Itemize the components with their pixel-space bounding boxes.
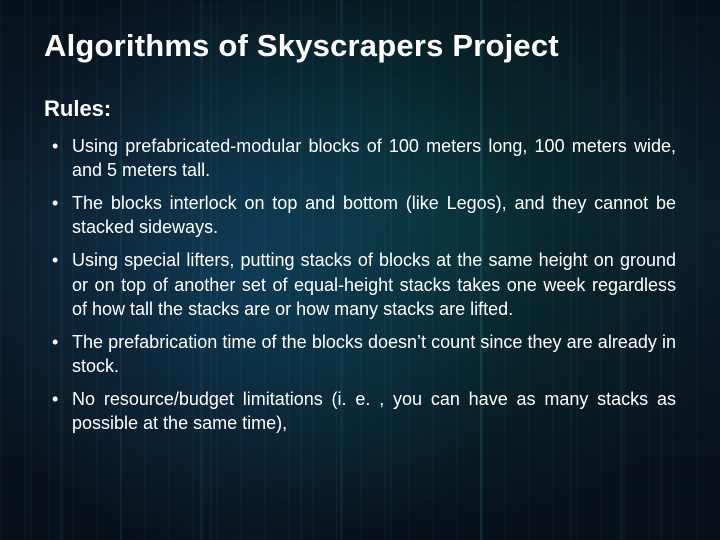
- slide-title: Algorithms of Skyscrapers Project: [44, 28, 676, 64]
- rule-item: No resource/budget limitations (i. e. , …: [44, 387, 676, 435]
- rule-item: Using special lifters, putting stacks of…: [44, 248, 676, 320]
- rules-heading: Rules:: [44, 96, 676, 122]
- rule-item: Using prefabricated-modular blocks of 10…: [44, 134, 676, 182]
- rule-item: The blocks interlock on top and bottom (…: [44, 191, 676, 239]
- slide-container: Algorithms of Skyscrapers Project Rules:…: [0, 0, 720, 540]
- rule-item: The prefabrication time of the blocks do…: [44, 330, 676, 378]
- rules-list: Using prefabricated-modular blocks of 10…: [44, 134, 676, 435]
